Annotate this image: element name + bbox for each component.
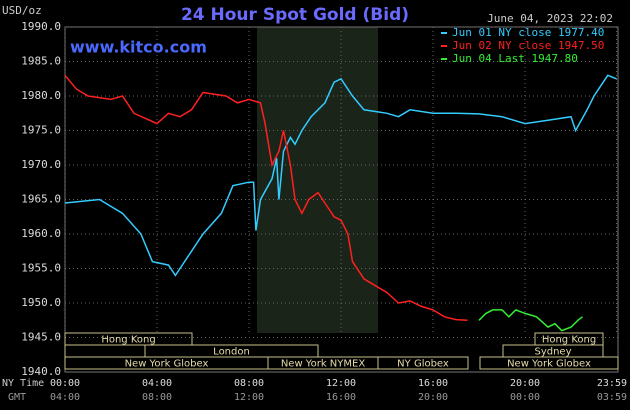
legend-entry: Jun 02 NY close 1947.50 xyxy=(452,39,604,52)
x-tick-label: 20:00 xyxy=(510,378,540,389)
session-label: NY Globex xyxy=(397,359,449,370)
session-label: Hong Kong xyxy=(101,335,155,346)
x-tick-label: 16:00 xyxy=(418,378,448,389)
gmt-tick-label: 16:00 xyxy=(326,392,356,403)
y-tick-label: 1940.0 xyxy=(21,365,61,378)
y-tick-label: 1960.0 xyxy=(21,227,61,240)
price-line xyxy=(478,309,583,332)
gmt-tick-label: 08:00 xyxy=(142,392,172,403)
y-tick-label: 1970.0 xyxy=(21,158,61,171)
y-tick-label: 1980.0 xyxy=(21,89,61,102)
legend-entry: Jun 04 Last 1947.80 xyxy=(452,52,578,65)
session-label: Sydney xyxy=(534,347,571,358)
session-label: London xyxy=(213,347,250,358)
x-tick-label: 12:00 xyxy=(326,378,356,389)
y-tick-label: 1990.0 xyxy=(21,20,61,33)
y-tick-label: 1955.0 xyxy=(21,262,61,275)
y-tick-label: 1985.0 xyxy=(21,55,61,68)
x-tick-label: 23:59 xyxy=(597,378,627,389)
x-tick-label: 04:00 xyxy=(142,378,172,389)
session-label: New York NYMEX xyxy=(281,359,366,370)
y-tick-label: 1975.0 xyxy=(21,124,61,137)
gmt-tick-label: 20:00 xyxy=(418,392,448,403)
session-box xyxy=(377,356,469,370)
ny-time-label: NY Time xyxy=(2,378,44,389)
site-label: www.kitco.com xyxy=(70,38,207,57)
y-tick-label: 1950.0 xyxy=(21,296,61,309)
gmt-tick-label: 04:00 xyxy=(50,392,80,403)
date-label: June 04, 2023 22:02 xyxy=(487,12,613,25)
session-box xyxy=(479,356,619,370)
y-tick-label: 1945.0 xyxy=(21,331,61,344)
y-unit: USD/oz xyxy=(2,4,42,17)
gmt-tick-label: 03:59 xyxy=(597,392,627,403)
price-line xyxy=(64,74,617,277)
gmt-tick-label: 12:00 xyxy=(234,392,264,403)
price-line xyxy=(64,74,468,322)
chart-title: 24 Hour Spot Gold (Bid) xyxy=(181,5,409,25)
x-tick-label: 00:00 xyxy=(50,378,80,389)
y-tick-label: 1965.0 xyxy=(21,193,61,206)
session-box xyxy=(64,332,193,346)
session-label: New York Globex xyxy=(507,359,591,370)
gmt-tick-label: 00:00 xyxy=(510,392,540,403)
legend-entry: Jun 01 NY close 1977.40 xyxy=(452,26,604,39)
market-hours-shade xyxy=(257,27,378,333)
gmt-label: GMT xyxy=(8,392,26,403)
session-label: Hong Kong xyxy=(542,335,596,346)
session-label: New York Globex xyxy=(125,359,209,370)
x-tick-label: 08:00 xyxy=(234,378,264,389)
